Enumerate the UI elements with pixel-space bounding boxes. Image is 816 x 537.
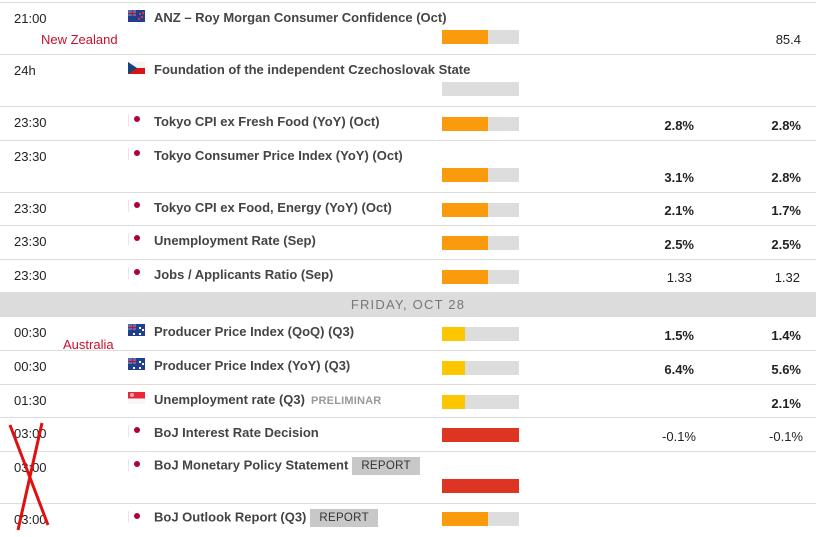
impact-bar: [442, 512, 519, 526]
impact-bar: [442, 479, 519, 493]
event-row[interactable]: 23:30 Tokyo Consumer Price Index (YoY) (…: [0, 141, 816, 193]
impact-bar: [442, 236, 519, 250]
czech-flag-icon: [128, 62, 145, 74]
impact-bar: [442, 168, 519, 182]
australia-flag-icon: [128, 358, 145, 370]
event-row[interactable]: 00:30 Producer Price Index (YoY) (Q3) 6.…: [0, 351, 816, 385]
japan-flag-icon: [128, 148, 145, 160]
event-row[interactable]: 23:30 Tokyo CPI ex Food, Energy (YoY) (O…: [0, 193, 816, 226]
impact-bar: [442, 327, 519, 341]
australia-flag-icon: [128, 324, 145, 336]
actual-value: 2.5%: [664, 237, 694, 252]
event-row[interactable]: 01:30 Unemployment rate (Q3) PRELIMINAR 2…: [0, 385, 816, 418]
impact-bar: [442, 395, 519, 409]
japan-flag-icon: [128, 114, 145, 126]
impact-bar: [442, 82, 519, 96]
impact-bar: [442, 428, 519, 442]
previous-value: 85.4: [775, 32, 801, 47]
annotation-australia: Australia: [63, 337, 114, 352]
actual-value: 2.8%: [664, 118, 694, 133]
event-row[interactable]: 23:30 Jobs / Applicants Ratio (Sep) 1.33…: [0, 260, 816, 293]
previous-value: 5.6%: [771, 362, 801, 377]
event-time: 21:00: [14, 11, 47, 26]
event-title[interactable]: Tokyo CPI ex Food, Energy (YoY) (Oct): [154, 200, 392, 215]
previous-value: 2.8%: [771, 118, 801, 133]
actual-value: -0.1%: [662, 429, 696, 444]
annotation-new-zealand: New Zealand: [41, 32, 118, 47]
japan-flag-icon: [128, 233, 145, 245]
event-row[interactable]: 23:30 Unemployment Rate (Sep) 2.5% 2.5%: [0, 226, 816, 260]
event-title[interactable]: Tokyo CPI ex Fresh Food (YoY) (Oct): [154, 114, 380, 129]
japan-flag-icon: [128, 425, 145, 437]
event-row[interactable]: 24h Foundation of the independent Czecho…: [0, 55, 816, 107]
preliminary-tag: PRELIMINAR: [310, 395, 382, 407]
report-button[interactable]: REPORT: [352, 457, 420, 475]
event-title[interactable]: Unemployment Rate (Sep): [154, 233, 316, 248]
event-time: 03:00: [14, 426, 47, 441]
previous-value: 2.8%: [771, 170, 801, 185]
event-time: 23:30: [14, 201, 47, 216]
event-title[interactable]: ANZ – Roy Morgan Consumer Confidence (Oc…: [154, 10, 447, 25]
event-row[interactable]: 00:30 Producer Price Index (QoQ) (Q3) 1.…: [0, 317, 816, 352]
impact-bar: [442, 203, 519, 217]
event-row[interactable]: 23:30 Tokyo CPI ex Fresh Food (YoY) (Oct…: [0, 107, 816, 141]
japan-flag-icon: [128, 200, 145, 212]
japan-flag-icon: [128, 511, 145, 523]
actual-value: 2.1%: [664, 203, 694, 218]
event-row[interactable]: 21:00 ANZ – Roy Morgan Consumer Confiden…: [0, 3, 816, 55]
japan-flag-icon: [128, 459, 145, 471]
event-title[interactable]: BoJ Outlook Report (Q3) REPORT: [154, 509, 378, 527]
new-zealand-flag-icon: [128, 10, 145, 22]
event-time: 23:30: [14, 115, 47, 130]
event-title-text: BoJ Monetary Policy Statement: [154, 457, 349, 473]
event-title[interactable]: Foundation of the independent Czechoslov…: [154, 62, 471, 77]
event-title[interactable]: BoJ Monetary Policy Statement REPORT: [154, 457, 420, 475]
actual-value: 1.5%: [664, 328, 694, 343]
previous-value: 2.5%: [771, 237, 801, 252]
event-time: 23:30: [14, 149, 47, 164]
day-header: FRIDAY, OCT 28: [0, 293, 816, 317]
previous-value: 2.1%: [771, 396, 801, 411]
japan-flag-icon: [128, 267, 145, 279]
event-time: 23:30: [14, 268, 47, 283]
event-title-text: BoJ Outlook Report (Q3): [154, 509, 307, 525]
impact-bar: [442, 117, 519, 131]
event-time: 03:00: [14, 460, 47, 475]
event-time: 00:30: [14, 359, 47, 374]
previous-value: 1.4%: [771, 328, 801, 343]
previous-value: 1.7%: [771, 203, 801, 218]
report-button[interactable]: REPORT: [310, 509, 378, 527]
singapore-flag-icon: [128, 392, 145, 404]
event-time: 03:00: [14, 512, 47, 527]
event-time: 01:30: [14, 393, 47, 408]
impact-bar: [442, 361, 519, 375]
event-title-text: Unemployment rate (Q3): [154, 392, 305, 407]
actual-value: 6.4%: [664, 362, 694, 377]
previous-value: -0.1%: [769, 429, 803, 444]
actual-value: 1.33: [666, 270, 692, 285]
event-time: 00:30: [14, 325, 47, 340]
event-title[interactable]: BoJ Interest Rate Decision: [154, 425, 319, 440]
impact-bar: [442, 30, 519, 44]
actual-value: 3.1%: [664, 170, 694, 185]
event-row[interactable]: 03:00 BoJ Monetary Policy Statement REPOR…: [0, 452, 816, 504]
event-row[interactable]: 03:00 BoJ Interest Rate Decision -0.1% -…: [0, 418, 816, 452]
event-title[interactable]: Producer Price Index (QoQ) (Q3): [154, 324, 355, 339]
event-title[interactable]: Jobs / Applicants Ratio (Sep): [154, 267, 334, 282]
event-time: 24h: [14, 63, 36, 78]
event-title[interactable]: Producer Price Index (YoY) (Q3): [154, 358, 351, 373]
event-time: 23:30: [14, 234, 47, 249]
event-title[interactable]: Tokyo Consumer Price Index (YoY) (Oct): [154, 148, 403, 163]
event-title[interactable]: Unemployment rate (Q3) PRELIMINAR: [154, 392, 381, 407]
impact-bar: [442, 270, 519, 284]
event-row[interactable]: 03:00 BoJ Outlook Report (Q3) REPORT: [0, 504, 816, 537]
previous-value: 1.32: [774, 270, 800, 285]
